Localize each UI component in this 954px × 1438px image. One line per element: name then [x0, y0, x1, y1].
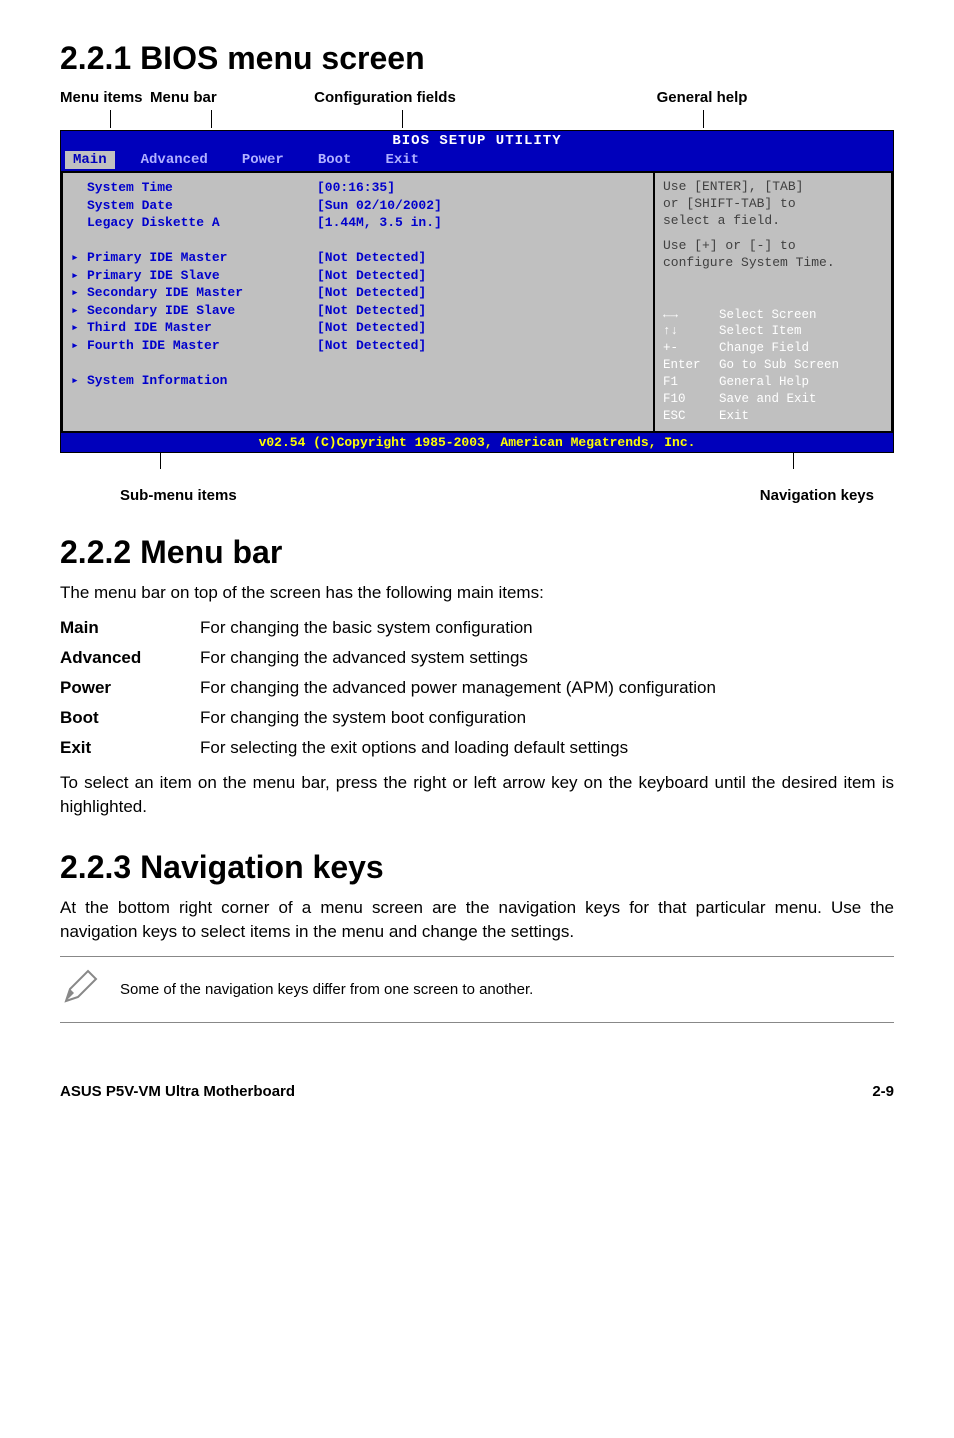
bios-screenshot: BIOS SETUP UTILITY Main Advanced Power B…: [60, 130, 894, 453]
nav-desc: General Help: [719, 374, 809, 391]
heading-navigation-keys: 2.2.3 Navigation keys: [60, 849, 894, 886]
nav-desc: Exit: [719, 408, 749, 425]
bios-nav-keys: ←→Select Screen ↑↓Select Item +-Change F…: [663, 307, 883, 425]
bios-systime-val[interactable]: [00:16:35]: [317, 179, 395, 197]
nav-key: +-: [663, 340, 719, 357]
help-line: configure System Time.: [663, 255, 883, 270]
bios-legacy-key[interactable]: Legacy Diskette A: [87, 214, 317, 232]
nav-desc: Select Item: [719, 323, 802, 340]
bios-fim-val: [Not Detected]: [317, 337, 426, 355]
bios-pim-val: [Not Detected]: [317, 249, 426, 267]
help-line: or [SHIFT-TAB] to: [663, 196, 883, 211]
help-line: select a field.: [663, 213, 883, 228]
label-general-help: General help: [510, 89, 894, 106]
nav-key: ↑↓: [663, 323, 719, 340]
def-key-main: Main: [60, 616, 200, 640]
nav-key: F10: [663, 391, 719, 408]
def-val-advanced: For changing the advanced system setting…: [200, 646, 894, 670]
heading-bios-menu-screen: 2.2.1 BIOS menu screen: [60, 40, 894, 77]
bios-right-pane: Use [ENTER], [TAB] or [SHIFT-TAB] to sel…: [653, 171, 893, 433]
menubar-intro: The menu bar on top of the screen has th…: [60, 581, 894, 605]
def-val-boot: For changing the system boot configurati…: [200, 706, 894, 730]
bios-sim[interactable]: Secondary IDE Master: [87, 284, 317, 302]
label-menu-items: Menu items: [60, 89, 150, 106]
triangle-icon: ▸: [71, 284, 87, 302]
nav-desc: Go to Sub Screen: [719, 357, 839, 374]
nav-key: Enter: [663, 357, 719, 374]
nav-key: ESC: [663, 408, 719, 425]
bios-sis-val: [Not Detected]: [317, 302, 426, 320]
bios-pis-val: [Not Detected]: [317, 267, 426, 285]
note-block: Some of the navigation keys differ from …: [60, 956, 894, 1023]
page-footer: ASUS P5V-VM Ultra Motherboard 2-9: [60, 1083, 894, 1100]
nav-desc: Save and Exit: [719, 391, 817, 408]
nav-key: F1: [663, 374, 719, 391]
bios-sysdate-val[interactable]: [Sun 02/10/2002]: [317, 197, 442, 215]
def-key-exit: Exit: [60, 736, 200, 760]
bios-sysinfo[interactable]: System Information: [87, 372, 317, 390]
nav-desc: Change Field: [719, 340, 809, 357]
bios-sis[interactable]: Secondary IDE Slave: [87, 302, 317, 320]
nav-key: ←→: [663, 307, 719, 324]
bios-menu-exit[interactable]: Exit: [377, 151, 427, 169]
help-line: Use [+] or [-] to: [663, 238, 883, 253]
bios-body: System Time[00:16:35] System Date[Sun 02…: [61, 171, 893, 433]
def-key-boot: Boot: [60, 706, 200, 730]
label-menu-bar: Menu bar: [150, 89, 260, 106]
bios-help-text: Use [ENTER], [TAB] or [SHIFT-TAB] to sel…: [663, 179, 883, 272]
triangle-icon: ▸: [71, 249, 87, 267]
bios-tim[interactable]: Third IDE Master: [87, 319, 317, 337]
connector-row-top: [60, 110, 894, 128]
triangle-icon: ▸: [71, 302, 87, 320]
bios-title-bar: BIOS SETUP UTILITY: [61, 131, 893, 151]
pencil-icon: [60, 967, 100, 1012]
footer-left: ASUS P5V-VM Ultra Motherboard: [60, 1083, 295, 1100]
label-config-fields: Configuration fields: [260, 89, 510, 106]
bios-systime-key[interactable]: System Time: [87, 179, 317, 197]
bios-menu-advanced[interactable]: Advanced: [133, 151, 216, 169]
triangle-icon: ▸: [71, 319, 87, 337]
def-key-power: Power: [60, 676, 200, 700]
triangle-icon: ▸: [71, 372, 87, 390]
def-val-main: For changing the basic system configurat…: [200, 616, 894, 640]
bios-footer: v02.54 (C)Copyright 1985-2003, American …: [61, 433, 893, 452]
bios-menu-power[interactable]: Power: [234, 151, 292, 169]
def-val-exit: For selecting the exit options and loadi…: [200, 736, 894, 760]
menubar-outro: To select an item on the menu bar, press…: [60, 771, 894, 819]
bios-menu-main[interactable]: Main: [65, 151, 115, 169]
bios-pis[interactable]: Primary IDE Slave: [87, 267, 317, 285]
def-val-power: For changing the advanced power manageme…: [200, 676, 894, 700]
bios-legacy-val[interactable]: [1.44M, 3.5 in.]: [317, 214, 442, 232]
nav-paragraph: At the bottom right corner of a menu scr…: [60, 896, 894, 944]
triangle-icon: ▸: [71, 337, 87, 355]
nav-desc: Select Screen: [719, 307, 817, 324]
connector-row-bottom: [60, 453, 894, 469]
definition-table: MainFor changing the basic system config…: [60, 616, 894, 759]
bottom-label-row: Sub-menu items Navigation keys: [60, 487, 894, 504]
bios-menu-boot[interactable]: Boot: [310, 151, 360, 169]
def-key-advanced: Advanced: [60, 646, 200, 670]
bios-tim-val: [Not Detected]: [317, 319, 426, 337]
bios-sysdate-key[interactable]: System Date: [87, 197, 317, 215]
triangle-icon: ▸: [71, 267, 87, 285]
note-text: Some of the navigation keys differ from …: [120, 981, 533, 998]
label-navigation-keys: Navigation keys: [760, 487, 874, 504]
bios-left-pane: System Time[00:16:35] System Date[Sun 02…: [61, 171, 653, 433]
bios-title: BIOS SETUP UTILITY: [65, 133, 889, 149]
top-label-row: Menu items Menu bar Configuration fields…: [60, 89, 894, 106]
label-submenu-items: Sub-menu items: [120, 487, 237, 504]
bios-pim[interactable]: Primary IDE Master: [87, 249, 317, 267]
bios-fim[interactable]: Fourth IDE Master: [87, 337, 317, 355]
heading-menu-bar: 2.2.2 Menu bar: [60, 534, 894, 571]
help-line: Use [ENTER], [TAB]: [663, 179, 883, 194]
bios-menu-bar: Main Advanced Power Boot Exit: [61, 151, 893, 171]
bios-sim-val: [Not Detected]: [317, 284, 426, 302]
footer-right: 2-9: [872, 1083, 894, 1100]
